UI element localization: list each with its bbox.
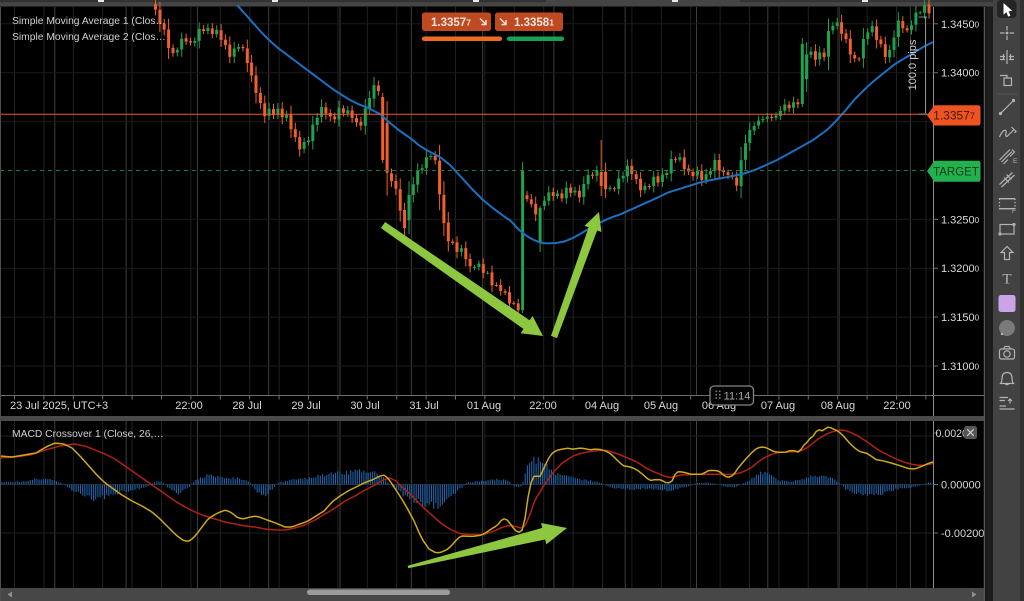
svg-text:Simple Moving Average 1 (Clos…: Simple Moving Average 1 (Clos… bbox=[12, 16, 166, 27]
svg-text:28 Jul: 28 Jul bbox=[232, 400, 261, 412]
svg-text:04 Aug: 04 Aug bbox=[585, 400, 619, 412]
svg-text:-0.00200: -0.00200 bbox=[941, 528, 984, 540]
svg-text:1.33577: 1.33577 bbox=[431, 17, 471, 29]
svg-text:1.34500: 1.34500 bbox=[941, 19, 980, 31]
svg-text:0.0020: 0.0020 bbox=[936, 428, 969, 440]
svg-text:31 Jul: 31 Jul bbox=[409, 400, 438, 412]
svg-text:1.32000: 1.32000 bbox=[941, 263, 980, 275]
svg-text:30 Jul: 30 Jul bbox=[350, 400, 379, 412]
svg-text:01 Aug: 01 Aug bbox=[467, 400, 501, 412]
svg-text:TARGET: TARGET bbox=[933, 167, 979, 179]
svg-text:29 Jul: 29 Jul bbox=[291, 400, 320, 412]
svg-text:11:14: 11:14 bbox=[724, 391, 751, 403]
svg-text:1.31000: 1.31000 bbox=[941, 361, 980, 373]
svg-text:22:00: 22:00 bbox=[529, 400, 557, 412]
svg-text:Simple Moving Average 2 (Clos…: Simple Moving Average 2 (Clos… bbox=[12, 32, 166, 43]
svg-text:0.00000: 0.00000 bbox=[941, 480, 981, 492]
svg-text:1.33581: 1.33581 bbox=[514, 17, 554, 29]
svg-text:07 Aug: 07 Aug bbox=[761, 400, 795, 412]
svg-text:08 Aug: 08 Aug bbox=[821, 400, 855, 412]
svg-text:23 Jul 2025, UTC+3: 23 Jul 2025, UTC+3 bbox=[10, 400, 108, 412]
svg-text:E: E bbox=[1013, 158, 1018, 165]
svg-text:F: F bbox=[1012, 208, 1016, 215]
svg-text:22:00: 22:00 bbox=[883, 400, 911, 412]
svg-text:1.34000: 1.34000 bbox=[941, 68, 980, 80]
svg-text:1.32500: 1.32500 bbox=[941, 214, 980, 226]
svg-text:05 Aug: 05 Aug bbox=[644, 400, 678, 412]
svg-text:100.0 pips: 100.0 pips bbox=[907, 39, 919, 90]
svg-text:T: T bbox=[1002, 272, 1011, 288]
svg-text:1.33577: 1.33577 bbox=[933, 109, 975, 123]
svg-text:22:00: 22:00 bbox=[175, 400, 203, 412]
svg-text:MACD Crossover 1 (Close, 26,…: MACD Crossover 1 (Close, 26,… bbox=[12, 429, 164, 440]
svg-text:1.31500: 1.31500 bbox=[941, 312, 980, 324]
